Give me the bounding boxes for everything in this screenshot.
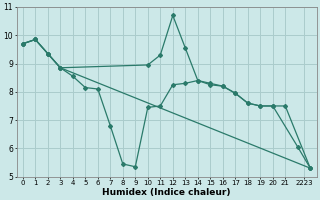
X-axis label: Humidex (Indice chaleur): Humidex (Indice chaleur) xyxy=(102,188,231,197)
